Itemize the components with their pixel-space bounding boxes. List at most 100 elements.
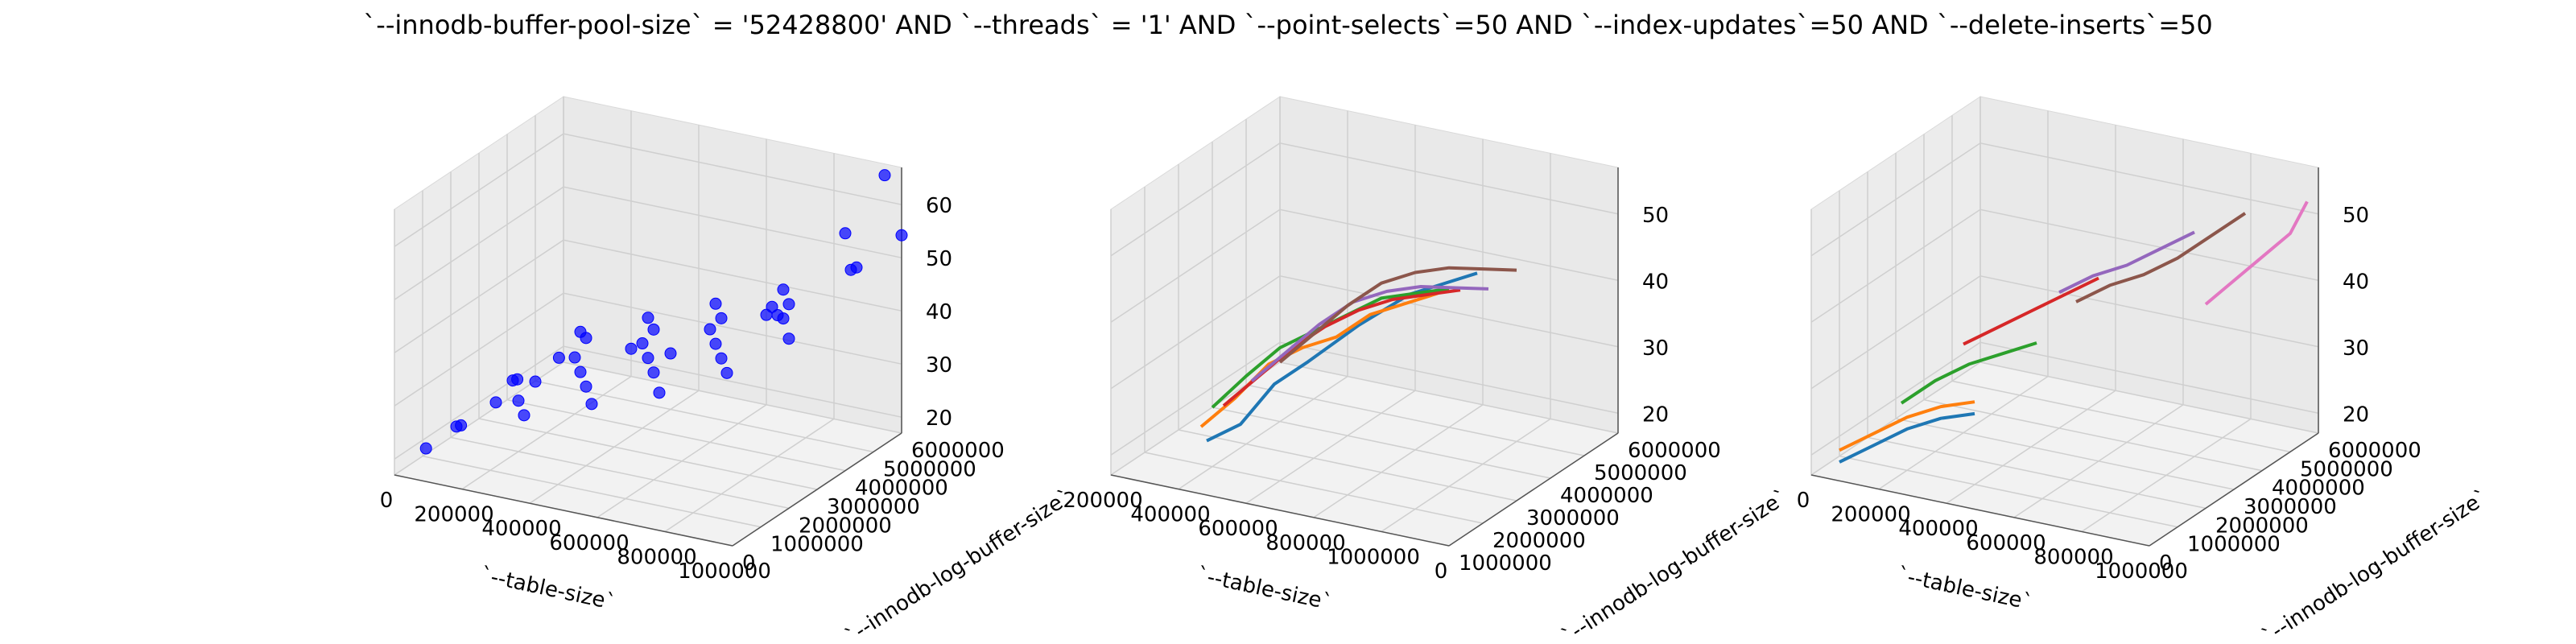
series-line-1 [1206,271,1478,443]
data-point [512,394,525,407]
data-point [777,312,790,325]
gridline-z [394,239,902,353]
x-tick-label: 600000 [1198,517,1278,541]
data-point [782,298,795,311]
series-line-7 [2204,200,2309,306]
data-point [506,374,519,387]
y-tick-label: 0 [742,551,756,576]
x-tick-label: 800000 [1265,531,1345,555]
data-point [653,386,666,399]
z-tick-label: 40 [1642,270,1669,294]
z-tick-label: 30 [2343,336,2369,361]
z-tick-label: 20 [1642,402,1669,427]
data-point [625,342,638,355]
data-point [777,283,790,296]
series-line-2 [1839,400,1975,452]
gridline-z [1110,208,1619,323]
gridline-z [1110,142,1619,257]
series-line-1 [1839,411,1975,464]
x-axis-label: `--table-size` [478,563,617,615]
y-tick-label: 2000000 [799,514,892,538]
data-point [568,351,581,364]
x-tick-label: 800000 [617,545,696,569]
data-point [580,332,592,345]
z-tick-label: 60 [926,194,952,218]
x-tick-label: 1000000 [2095,559,2188,584]
y-tick-label: 3000000 [827,495,920,519]
gridline-y [1178,164,1517,502]
series-line-5 [2058,230,2195,294]
y-tick-label: 5000000 [1594,461,1687,485]
gridline-y [450,171,790,510]
y-tick-label: 1000000 [2187,533,2281,557]
gridline-y [1895,153,2235,490]
gridline-y [1923,134,2263,472]
gridline-y [1951,115,2291,453]
series-line-5 [1250,285,1489,382]
data-point [878,169,891,182]
data-point [552,351,565,364]
x-tick-label: 200000 [1831,503,1910,527]
data-point [642,352,654,365]
x-tick-label: 400000 [1898,517,1978,541]
data-point [720,366,733,379]
x-tick-label: 1000000 [678,559,771,584]
data-point [709,297,722,310]
y-tick-label: 5000000 [2300,457,2393,481]
data-point [664,347,677,360]
y-axis-line [2149,432,2319,547]
z-tick-label: 50 [1642,204,1669,228]
data-point [529,375,542,388]
scatter-points [419,169,908,455]
series-line-6 [1278,266,1517,364]
z-tick-label: 40 [2343,270,2369,294]
y-tick-label: 4000000 [2272,477,2365,501]
data-point [850,261,863,274]
gridline-z [394,345,902,460]
data-point [715,352,728,365]
data-point [642,312,654,324]
gridline-y [1144,187,1484,524]
z-tick-label: 30 [1642,336,1669,361]
data-point [489,396,502,409]
data-point [518,409,530,422]
subplot-3: 0200000400000600000800000100000001000000… [1797,96,2493,644]
subplots: 0200000400000600000800000100000001000000… [380,96,2493,644]
gridline-y [506,134,846,472]
gridline-z [394,133,902,247]
y-tick-label: 4000000 [1560,484,1653,508]
gridline-z [394,186,902,300]
series-line-4 [1963,276,2099,346]
data-point [647,366,660,379]
series-lines [1199,266,1517,443]
figure-title: `--innodb-buffer-pool-size` = '52428800'… [363,10,2212,40]
data-point [715,312,728,324]
y-tick-label: 1000000 [1459,551,1552,576]
gridline-z [1810,275,2319,390]
data-point [766,300,778,313]
x-tick-label: 0 [1797,489,1810,513]
y-tick-label: 6000000 [911,439,1005,463]
gridline-z [1110,341,1619,456]
data-point [585,398,598,411]
y-tick-label: 2000000 [1492,529,1586,553]
x-tick-label: 1000000 [1327,545,1420,569]
y-tick-label: 1000000 [770,533,864,557]
y-axis-line [732,432,902,547]
x-axis-line [1110,474,1450,547]
data-point [704,323,716,336]
y-tick-label: 4000000 [855,477,948,501]
gridline-y [478,153,818,490]
data-point [839,227,852,240]
x-tick-label: 400000 [1130,503,1210,527]
x-tick-label: 800000 [2033,545,2113,569]
z-tick-label: 50 [2343,204,2369,228]
z-tick-label: 50 [926,247,952,271]
z-tick-label: 20 [926,407,952,431]
subplot-1: 0200000400000600000800000100000001000000… [380,96,1076,644]
gridline-z [1810,142,2319,257]
gridline-z [1110,275,1619,390]
x-axis-label: `--table-size` [1195,563,1334,615]
